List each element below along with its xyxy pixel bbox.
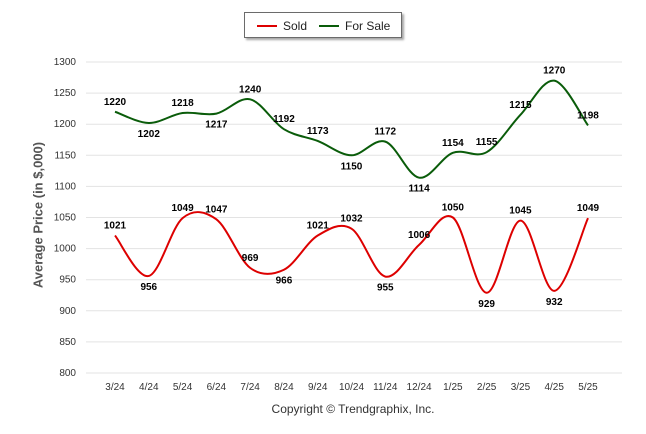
forsale-data-label: 1173	[307, 126, 329, 137]
sold-data-label: 932	[546, 297, 563, 308]
sold-data-label: 1045	[509, 206, 532, 217]
x-tick-label: 5/25	[578, 382, 598, 393]
x-tick-label: 4/25	[544, 382, 564, 393]
y-tick-label: 1150	[54, 150, 76, 161]
forsale-legend-swatch	[319, 25, 339, 27]
forsale-data-label: 1218	[171, 98, 194, 109]
x-tick-label: 3/24	[105, 382, 125, 393]
forsale-data-label: 1270	[543, 66, 566, 77]
x-tick-label: 4/24	[139, 382, 159, 393]
y-tick-label: 850	[59, 337, 76, 348]
y-tick-label: 1000	[54, 244, 77, 255]
forsale-data-label: 1155	[476, 137, 498, 148]
forsale-data-label: 1114	[408, 184, 430, 195]
copyright-text: Copyright © Trendgraphix, Inc.	[271, 402, 435, 416]
y-tick-label: 1100	[54, 181, 76, 192]
x-tick-label: 6/24	[207, 382, 227, 393]
sold-legend-swatch	[257, 25, 277, 27]
forsale-data-label: 1192	[273, 114, 295, 125]
sold-data-label: 1032	[340, 214, 363, 225]
legend: Sold For Sale	[244, 12, 402, 38]
x-tick-label: 3/25	[511, 382, 531, 393]
forsale-data-label: 1150	[341, 161, 363, 172]
x-tick-label: 8/24	[274, 382, 294, 393]
forsale-data-label: 1172	[374, 127, 396, 138]
sold-data-label: 1049	[577, 203, 600, 214]
sold-data-label: 955	[377, 283, 394, 294]
forsale-data-label: 1215	[509, 100, 532, 111]
y-tick-label: 1300	[54, 57, 77, 68]
y-tick-label: 1200	[54, 119, 77, 130]
x-tick-label: 9/24	[308, 382, 328, 393]
x-tick-label: 11/24	[373, 382, 398, 393]
forsale-data-label: 1198	[577, 110, 599, 121]
sold-data-label: 1021	[104, 221, 127, 232]
y-tick-label: 800	[59, 368, 76, 379]
x-tick-label: 12/24	[407, 382, 432, 393]
forsale-data-label: 1220	[104, 97, 127, 108]
forsale-data-label: 1240	[239, 84, 262, 95]
sold-data-label: 1049	[171, 203, 194, 214]
x-tick-label: 7/24	[240, 382, 260, 393]
forsale-data-label: 1154	[442, 138, 464, 149]
forsale-data-label: 1202	[138, 129, 161, 140]
sold-data-label: 929	[478, 299, 495, 310]
sold-legend-label: Sold	[283, 19, 308, 33]
x-tick-label: 5/24	[173, 382, 193, 393]
sold-data-label: 956	[140, 282, 157, 293]
x-tick-label: 2/25	[477, 382, 497, 393]
forsale-legend-label: For Sale	[345, 19, 391, 33]
forsale-series-line	[114, 79, 589, 179]
sold-data-label: 966	[276, 276, 293, 287]
y-tick-label: 900	[59, 306, 76, 317]
forsale-data-label: 1217	[205, 120, 228, 131]
y-tick-label: 950	[59, 275, 76, 286]
sold-data-label: 1006	[408, 230, 431, 241]
x-tick-label: 1/25	[443, 382, 463, 393]
sold-series-line	[114, 211, 589, 294]
y-tick-label: 1050	[54, 213, 77, 224]
sold-data-label: 969	[242, 253, 259, 264]
sold-data-label: 1050	[442, 203, 465, 214]
x-tick-label: 10/24	[339, 382, 364, 393]
y-tick-label: 1250	[54, 88, 77, 99]
sold-data-label: 1021	[307, 221, 330, 232]
sold-data-label: 1047	[205, 204, 228, 215]
